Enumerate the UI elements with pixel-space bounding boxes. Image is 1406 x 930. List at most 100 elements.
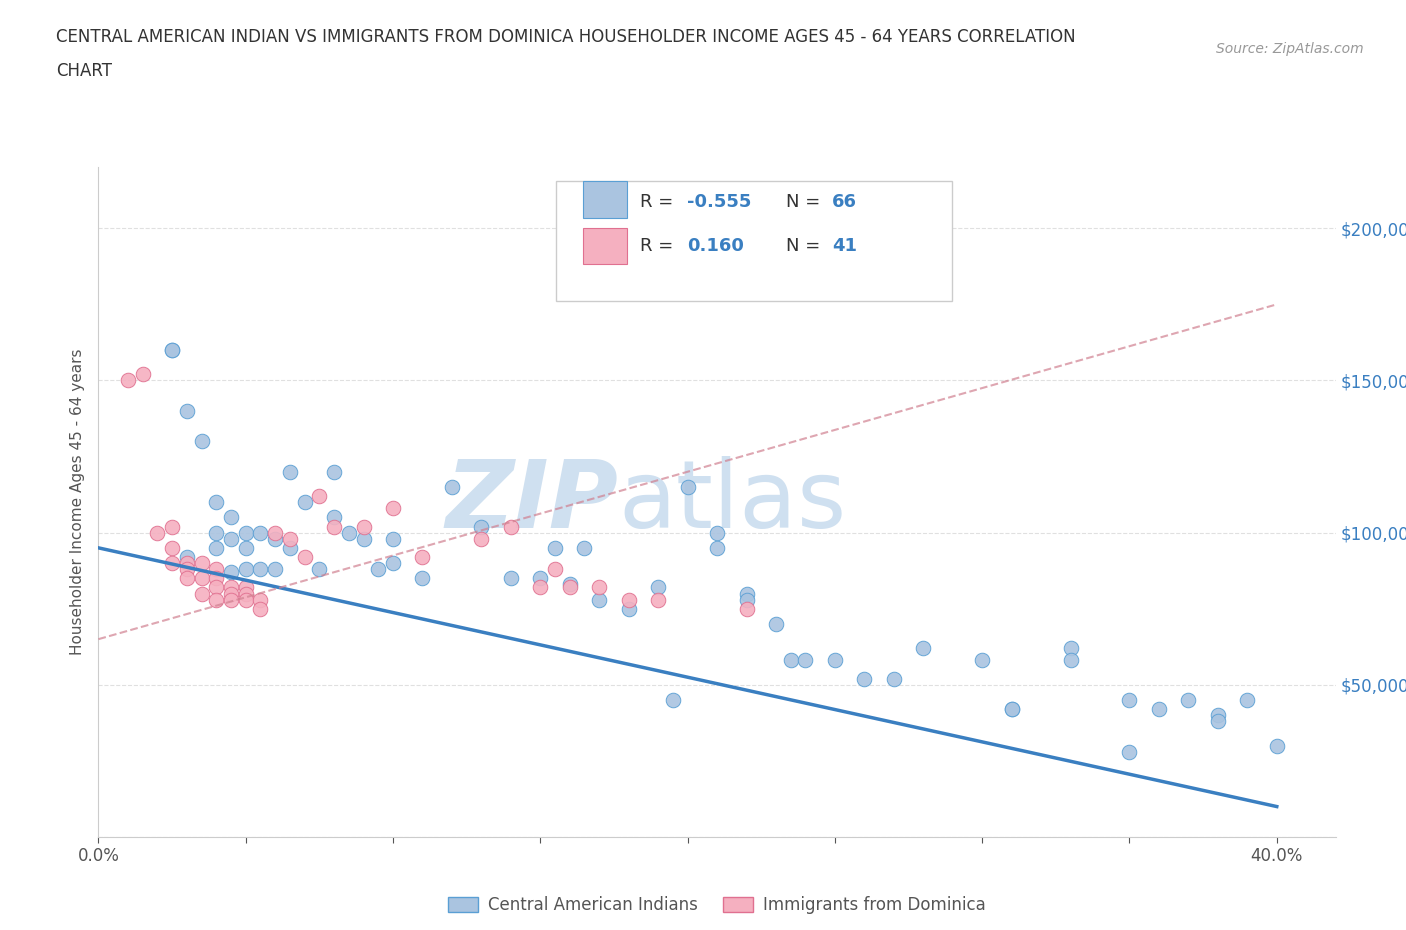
Point bbox=[735, 602, 758, 617]
Point bbox=[382, 531, 405, 546]
Point bbox=[1147, 702, 1170, 717]
Point bbox=[337, 525, 360, 540]
Point bbox=[735, 586, 758, 601]
Point bbox=[219, 586, 242, 601]
Point bbox=[367, 562, 389, 577]
Point bbox=[353, 519, 375, 534]
Text: atlas: atlas bbox=[619, 457, 846, 548]
Text: Source: ZipAtlas.com: Source: ZipAtlas.com bbox=[1216, 42, 1364, 56]
Point bbox=[558, 577, 581, 591]
Point bbox=[131, 367, 153, 382]
Point bbox=[176, 571, 198, 586]
Point bbox=[235, 586, 257, 601]
Point bbox=[558, 580, 581, 595]
Point bbox=[676, 480, 699, 495]
Text: N =: N = bbox=[786, 193, 827, 211]
Point bbox=[1265, 738, 1288, 753]
Point bbox=[544, 562, 567, 577]
Point bbox=[249, 602, 271, 617]
Text: 66: 66 bbox=[832, 193, 858, 211]
Point bbox=[411, 550, 433, 565]
Point bbox=[1059, 653, 1081, 668]
Legend: Central American Indians, Immigrants from Dominica: Central American Indians, Immigrants fro… bbox=[440, 888, 994, 923]
Point bbox=[382, 555, 405, 570]
Point bbox=[617, 592, 640, 607]
Point bbox=[824, 653, 846, 668]
Point bbox=[176, 555, 198, 570]
Text: -0.555: -0.555 bbox=[688, 193, 752, 211]
Point bbox=[588, 580, 610, 595]
Point bbox=[1059, 641, 1081, 656]
Point bbox=[176, 550, 198, 565]
Point bbox=[249, 562, 271, 577]
Point bbox=[205, 525, 228, 540]
Point bbox=[912, 641, 935, 656]
Point bbox=[470, 519, 492, 534]
Point bbox=[205, 540, 228, 555]
Point bbox=[1206, 708, 1229, 723]
FancyBboxPatch shape bbox=[557, 180, 952, 301]
Point bbox=[278, 464, 301, 479]
Point bbox=[190, 586, 212, 601]
Point bbox=[574, 540, 596, 555]
Point bbox=[264, 525, 287, 540]
Point bbox=[160, 519, 183, 534]
Point bbox=[706, 540, 728, 555]
FancyBboxPatch shape bbox=[583, 228, 627, 264]
Point bbox=[205, 562, 228, 577]
Point bbox=[278, 531, 301, 546]
Y-axis label: Householder Income Ages 45 - 64 years: Householder Income Ages 45 - 64 years bbox=[69, 349, 84, 656]
Point bbox=[323, 464, 346, 479]
Text: ZIP: ZIP bbox=[446, 457, 619, 548]
Point bbox=[249, 525, 271, 540]
Point bbox=[205, 571, 228, 586]
Point bbox=[176, 562, 198, 577]
Point bbox=[235, 580, 257, 595]
Point bbox=[235, 592, 257, 607]
Point bbox=[219, 531, 242, 546]
Point bbox=[219, 510, 242, 525]
Point bbox=[647, 592, 669, 607]
FancyBboxPatch shape bbox=[583, 180, 627, 218]
Point bbox=[382, 501, 405, 516]
Point bbox=[219, 565, 242, 579]
Point bbox=[470, 531, 492, 546]
Point bbox=[205, 580, 228, 595]
Point bbox=[235, 540, 257, 555]
Point bbox=[160, 540, 183, 555]
Point bbox=[706, 525, 728, 540]
Point bbox=[235, 562, 257, 577]
Point bbox=[1177, 693, 1199, 708]
Point bbox=[176, 404, 198, 418]
Point bbox=[617, 602, 640, 617]
Point bbox=[308, 488, 330, 503]
Point bbox=[146, 525, 169, 540]
Point bbox=[219, 580, 242, 595]
Point bbox=[499, 571, 522, 586]
Text: CENTRAL AMERICAN INDIAN VS IMMIGRANTS FROM DOMINICA HOUSEHOLDER INCOME AGES 45 -: CENTRAL AMERICAN INDIAN VS IMMIGRANTS FR… bbox=[56, 28, 1076, 46]
Point bbox=[972, 653, 994, 668]
Point bbox=[529, 571, 551, 586]
Point bbox=[160, 555, 183, 570]
Point bbox=[353, 531, 375, 546]
Point bbox=[529, 580, 551, 595]
Text: R =: R = bbox=[640, 237, 679, 256]
Point bbox=[205, 495, 228, 510]
Point bbox=[794, 653, 817, 668]
Point bbox=[219, 592, 242, 607]
Text: CHART: CHART bbox=[56, 62, 112, 80]
Text: 0.160: 0.160 bbox=[688, 237, 744, 256]
Point bbox=[205, 592, 228, 607]
Point bbox=[883, 671, 905, 686]
Point bbox=[249, 592, 271, 607]
Point bbox=[1118, 744, 1140, 759]
Point bbox=[588, 592, 610, 607]
Point bbox=[647, 580, 669, 595]
Text: N =: N = bbox=[786, 237, 827, 256]
Point bbox=[294, 495, 316, 510]
Point bbox=[294, 550, 316, 565]
Point bbox=[779, 653, 801, 668]
Point bbox=[308, 562, 330, 577]
Point bbox=[1001, 702, 1024, 717]
Point bbox=[544, 540, 567, 555]
